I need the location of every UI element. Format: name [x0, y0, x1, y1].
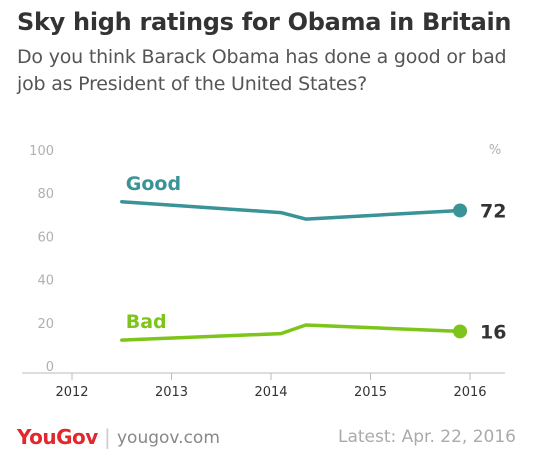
x-tick-label: 2016: [453, 385, 486, 400]
line-chart: 0 20 40 60 80 100 % 2012 2013 2014 2015 2016 Good…: [22, 143, 507, 400]
unit-label: %: [489, 143, 501, 158]
y-tick-label: 80: [37, 187, 54, 202]
series-label-bad: Bad: [126, 311, 167, 333]
x-axis-ticks: 2012 2013 2014 2015 2016: [55, 373, 487, 400]
chart-title: Sky high ratings for Obama in Britain: [17, 8, 512, 36]
footer-date: Latest: Apr. 22, 2016: [337, 427, 516, 447]
y-tick-label: 60: [37, 230, 54, 245]
chart-subtitle: Do you think Barack Obama has done a goo…: [17, 46, 507, 95]
series-line-bad: [120, 323, 462, 342]
y-axis-ticks: 0 20 40 60 80 100: [29, 144, 54, 375]
y-tick-label: 0: [46, 360, 54, 375]
x-tick-label: 2012: [55, 385, 88, 400]
x-tick-label: 2013: [155, 385, 188, 400]
x-tick-label: 2015: [354, 385, 387, 400]
series-line-good: [120, 200, 462, 221]
y-tick-label: 100: [29, 144, 54, 159]
series-end-point-bad: [453, 324, 468, 339]
x-tick-label: 2014: [254, 385, 287, 400]
end-value-label-good: 72: [480, 200, 506, 222]
y-tick-label: 40: [37, 274, 54, 289]
yougov-logo: YouGov: [17, 425, 98, 449]
footer-url[interactable]: yougov.com: [117, 428, 220, 448]
series-end-point-good: [453, 203, 468, 218]
series-layer: Good 72 Bad 16: [120, 173, 507, 343]
y-tick-label: 20: [37, 317, 54, 332]
end-value-label-bad: 16: [480, 321, 506, 343]
footer-separator: |: [104, 425, 111, 449]
series-label-good: Good: [126, 173, 181, 195]
